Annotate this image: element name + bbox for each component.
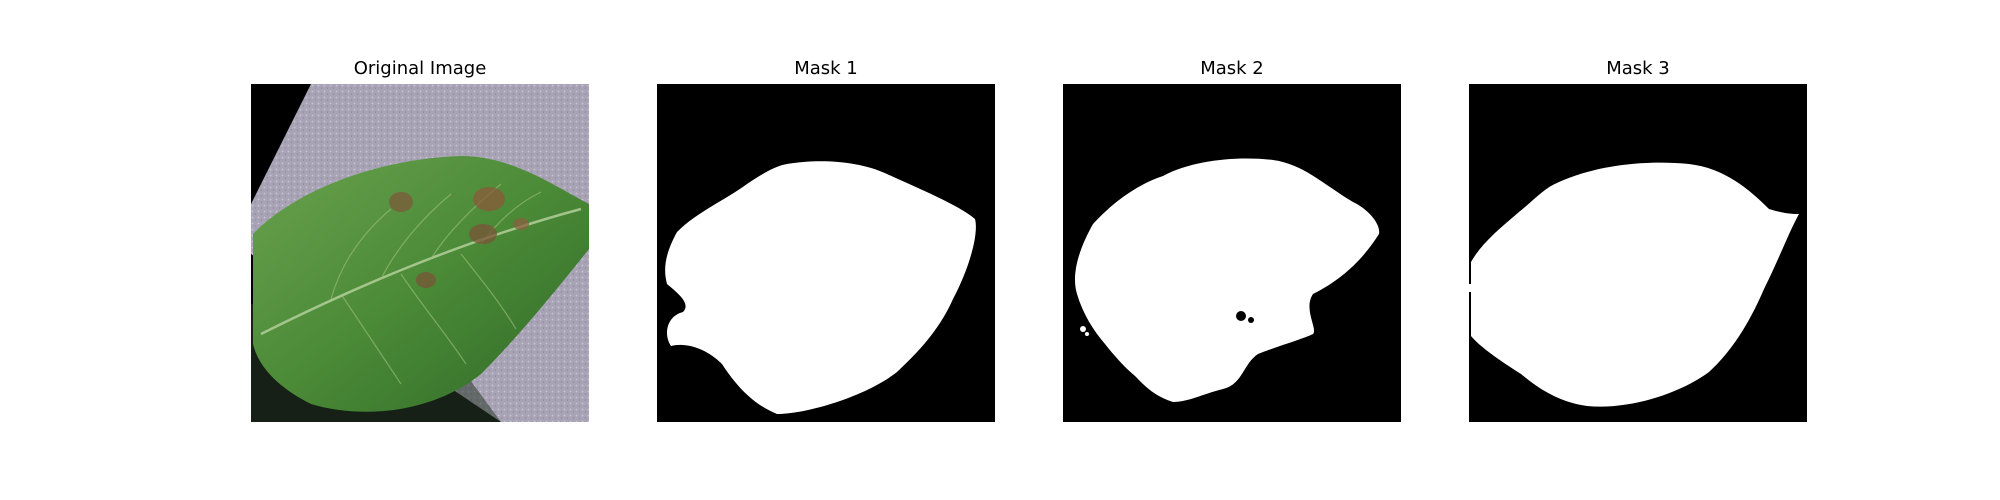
mask-3-shape bbox=[1469, 84, 1807, 422]
panel-title: Original Image bbox=[251, 58, 589, 80]
mask-2-image bbox=[1063, 84, 1401, 422]
original-image bbox=[251, 84, 589, 422]
leaf-photo bbox=[251, 84, 589, 422]
mask-1-image bbox=[657, 84, 995, 422]
mask-2-shape bbox=[1063, 84, 1401, 422]
mask-3-image bbox=[1469, 84, 1807, 422]
mask-1-shape bbox=[657, 84, 995, 422]
panel-title: Mask 1 bbox=[657, 58, 995, 80]
panel-title: Mask 3 bbox=[1469, 58, 1807, 80]
panel-title: Mask 2 bbox=[1063, 58, 1401, 80]
